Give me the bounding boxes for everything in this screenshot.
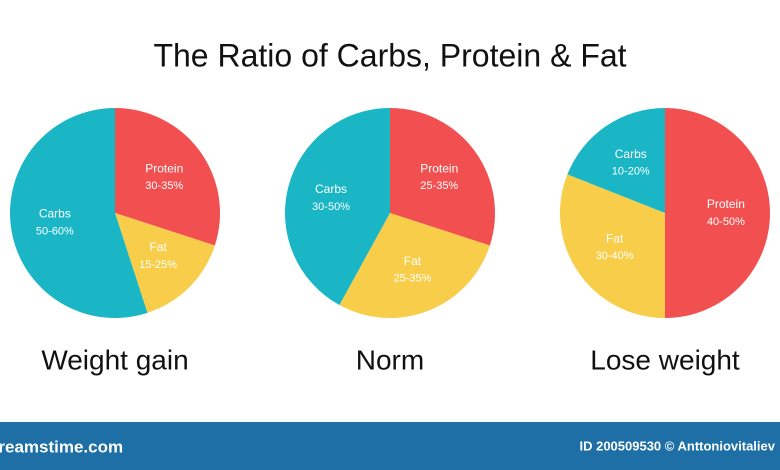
slice-value-label: 30-35% — [145, 180, 183, 192]
pie-slice — [390, 108, 495, 246]
slice-label: Protein — [420, 161, 458, 175]
slice-label: Fat — [404, 254, 422, 268]
pie-slice — [115, 108, 220, 246]
footer-site: dreamstime.com — [0, 437, 123, 456]
slice-value-label: 50-60% — [36, 225, 74, 237]
slice-label: Carbs — [39, 207, 71, 221]
footer-band — [0, 422, 780, 470]
slice-value-label: 25-35% — [420, 180, 458, 192]
pie-slice — [339, 213, 490, 318]
slice-label: Protein — [145, 161, 183, 175]
pie-title: Norm — [356, 344, 424, 375]
pie-slice — [10, 108, 148, 318]
slice-value-label: 30-50% — [312, 201, 350, 213]
pie-slice — [285, 108, 390, 306]
slice-label: Carbs — [315, 182, 347, 196]
title: The Ratio of Carbs, Protein & Fat — [153, 37, 626, 73]
slice-value-label: 40-50% — [707, 216, 745, 228]
slice-label: Protein — [707, 197, 745, 211]
pie-title: Lose weight — [590, 344, 740, 375]
pie-slice — [560, 174, 665, 318]
slice-label: Carbs — [615, 147, 647, 161]
pie-title: Weight gain — [41, 344, 188, 375]
slice-value-label: 30-40% — [596, 250, 634, 262]
slice-label: Fat — [606, 231, 624, 245]
footer-credit: ID 200509530 © Anttoniovitaliev — [579, 438, 775, 453]
pie-slice — [567, 108, 665, 213]
slice-value-label: 15-25% — [139, 259, 177, 271]
pie-slice — [665, 108, 770, 318]
slice-value-label: 25-35% — [393, 273, 431, 285]
slice-label: Fat — [149, 240, 167, 254]
pie-slice — [115, 213, 215, 313]
slice-value-label: 10-20% — [612, 166, 650, 178]
